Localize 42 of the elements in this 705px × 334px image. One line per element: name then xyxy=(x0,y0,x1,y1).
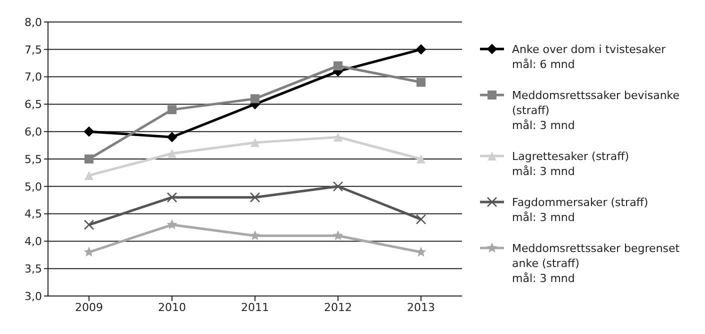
point xyxy=(168,149,176,158)
point xyxy=(334,61,342,70)
point xyxy=(416,78,426,87)
point xyxy=(250,94,260,104)
point xyxy=(250,192,260,203)
point xyxy=(250,230,260,240)
legend-label: Anke over dom i tvistesaker mål: 6 mnd xyxy=(512,42,666,72)
point xyxy=(168,105,176,114)
legend-label: Meddomsrettssaker begrenset anke (straff) mål: 3 mnd xyxy=(512,241,681,286)
point xyxy=(332,230,344,240)
point xyxy=(332,181,344,192)
y-tick-label: 6,5 xyxy=(24,98,42,112)
y-tick-label: 3,5 xyxy=(24,262,42,276)
point xyxy=(334,132,342,142)
x-tick-label: 2012 xyxy=(324,300,352,314)
legend-label: Fagdommersaker (straff) mål: 3 mnd xyxy=(512,195,648,225)
point xyxy=(416,154,426,164)
point xyxy=(84,220,94,230)
legend-label: Meddomsrettssaker bevisanke (straff) mål: 3 mnd xyxy=(512,88,681,133)
x-tick-label: 2009 xyxy=(75,300,103,314)
point xyxy=(250,138,260,148)
y-tick-label: 4,5 xyxy=(24,208,42,221)
point xyxy=(416,214,426,224)
point xyxy=(166,219,178,230)
legend-label: Lagrettesaker (straff) mål: 3 mnd xyxy=(512,149,629,179)
y-tick-label: 5,5 xyxy=(24,152,42,166)
point xyxy=(84,170,94,180)
y-tick-label: 7,5 xyxy=(24,43,42,56)
point xyxy=(84,126,94,137)
y-tick-label: 5,0 xyxy=(24,180,42,194)
y-tick-label: 3,0 xyxy=(24,290,42,303)
x-tick-label: 2011 xyxy=(241,300,269,314)
y-tick-label: 7,0 xyxy=(24,70,42,84)
y-tick-label: 4,0 xyxy=(24,235,42,248)
x-tick-label: 2013 xyxy=(407,300,435,314)
x-tick-label: 2010 xyxy=(158,300,186,314)
y-tick-label: 6,0 xyxy=(24,126,42,139)
point xyxy=(167,132,177,142)
point xyxy=(416,44,426,54)
point xyxy=(166,192,178,203)
point xyxy=(84,154,94,164)
y-tick-label: 8,0 xyxy=(24,16,42,29)
